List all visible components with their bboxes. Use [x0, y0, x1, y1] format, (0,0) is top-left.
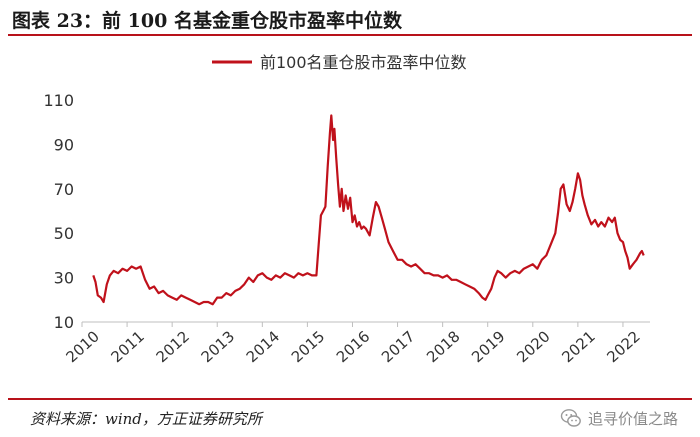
x-tick-label: 2016: [333, 327, 373, 366]
x-tick-label: 2014: [243, 327, 283, 366]
y-tick-label: 110: [43, 91, 74, 110]
wechat-icon: [560, 409, 581, 427]
x-tick-label: 2012: [153, 327, 193, 366]
x-tick-label: 2020: [513, 327, 553, 366]
chart-legend: 前100名重仓股市盈率中位数: [212, 53, 467, 72]
figure-title: 图表 23：前 100 名基金重仓股市盈率中位数: [12, 10, 402, 32]
x-tick-label: 2013: [198, 327, 238, 366]
legend-label: 前100名重仓股市盈率中位数: [260, 53, 467, 72]
x-tick-label: 2015: [288, 327, 328, 366]
y-tick-label: 30: [54, 269, 74, 288]
x-tick-label: 2010: [62, 327, 102, 366]
x-tick-label: 2011: [108, 327, 148, 366]
source-bar: 资料来源：wind，方正证券研究所 追寻价值之路: [8, 398, 692, 436]
source-note: 资料来源：wind，方正证券研究所: [30, 410, 262, 428]
y-tick-label: 10: [54, 313, 74, 332]
watermark-text: 追寻价值之路: [587, 409, 678, 428]
x-tick-label: 2018: [423, 327, 463, 366]
y-tick-label: 50: [54, 224, 74, 243]
x-tick-label: 2021: [558, 327, 598, 366]
x-tick-label: 2019: [468, 327, 508, 366]
watermark: 追寻价值之路: [560, 406, 678, 430]
plot-area: [92, 114, 645, 306]
figure-title-bar: 图表 23：前 100 名基金重仓股市盈率中位数: [8, 4, 692, 36]
y-tick-label: 90: [54, 135, 74, 154]
y-tick-label: 70: [54, 180, 74, 199]
x-tick-label: 2022: [603, 327, 643, 366]
y-axis: 10 30 50 70 90 110: [43, 91, 74, 332]
series-line: [92, 114, 645, 306]
x-tick-label: 2017: [378, 327, 418, 366]
x-axis: 2010 2011 2012 2013 2014 2015 2016 2017 2018 2019…: [62, 321, 650, 366]
